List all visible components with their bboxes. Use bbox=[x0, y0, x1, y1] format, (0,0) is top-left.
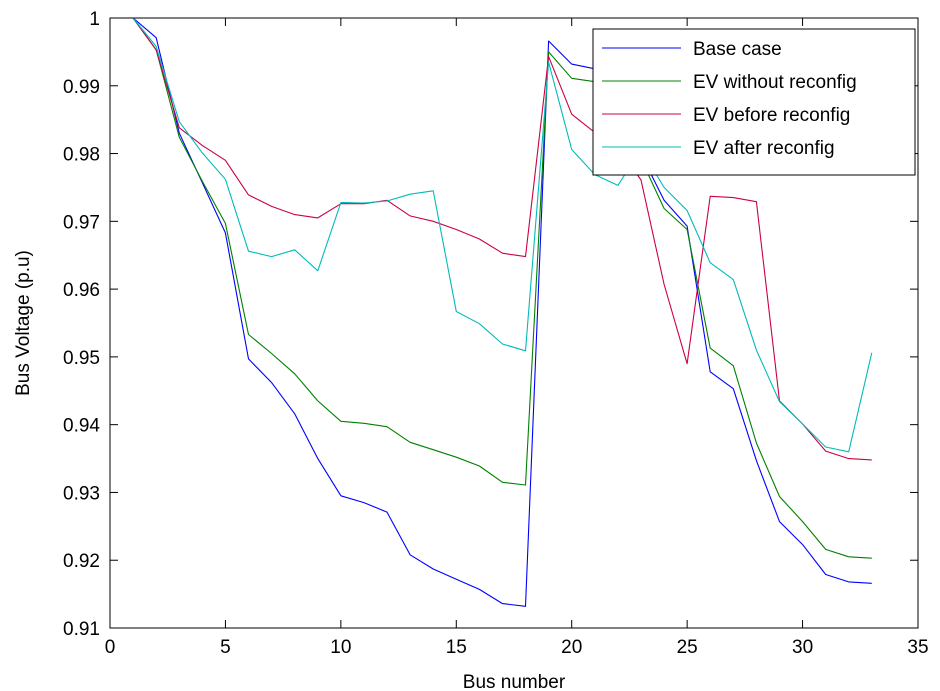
legend-label-ev-without-reconfig: EV without reconfig bbox=[693, 72, 857, 93]
legend-label-ev-after-reconfig: EV after reconfig bbox=[693, 138, 835, 159]
y-tick-label: 0.99 bbox=[63, 77, 100, 98]
series-line-ev-before-reconfig bbox=[132, 17, 872, 461]
legend-label-ev-before-reconfig: EV before reconfig bbox=[693, 105, 850, 126]
y-tick-label: 0.95 bbox=[63, 348, 100, 369]
y-tick-label: 0.94 bbox=[63, 416, 100, 437]
series-line-ev-after-reconfig bbox=[132, 17, 873, 453]
x-tick-label: 0 bbox=[105, 637, 116, 658]
legend: Base case EV without reconfig EV before re… bbox=[592, 28, 916, 176]
y-tick-label: 0.93 bbox=[63, 483, 100, 504]
x-tick-label: 5 bbox=[220, 637, 231, 658]
axis-ticks: 0 5 10 15 20 25 30 35 0.91 0.92 0.93 0.94 0.95 0.96 0.… bbox=[63, 9, 929, 658]
y-tick-label: 0.96 bbox=[63, 280, 100, 301]
y-tick-label: 0.98 bbox=[63, 145, 100, 166]
axes-box bbox=[109, 17, 919, 629]
legend-box bbox=[592, 28, 916, 176]
series-line-ev-without-reconfig bbox=[132, 17, 872, 559]
y-tick-label: 0.91 bbox=[63, 619, 100, 640]
x-axis-label: Bus number bbox=[463, 672, 566, 691]
y-tick-label: 0.97 bbox=[63, 212, 100, 233]
x-tick-label: 20 bbox=[561, 637, 582, 658]
x-tick-label: 25 bbox=[677, 637, 698, 658]
legend-label-base-case: Base case bbox=[693, 39, 782, 60]
y-axis-label: Bus Voltage (p.u) bbox=[13, 250, 34, 396]
x-tick-label: 15 bbox=[446, 637, 467, 658]
y-tick-label: 0.92 bbox=[63, 551, 100, 572]
x-tick-label: 10 bbox=[330, 637, 351, 658]
series-line-base-case bbox=[132, 17, 872, 607]
series-lines bbox=[132, 17, 873, 607]
y-tick-label: 1 bbox=[89, 9, 100, 30]
x-tick-label: 35 bbox=[907, 637, 928, 658]
x-tick-label: 30 bbox=[792, 637, 813, 658]
